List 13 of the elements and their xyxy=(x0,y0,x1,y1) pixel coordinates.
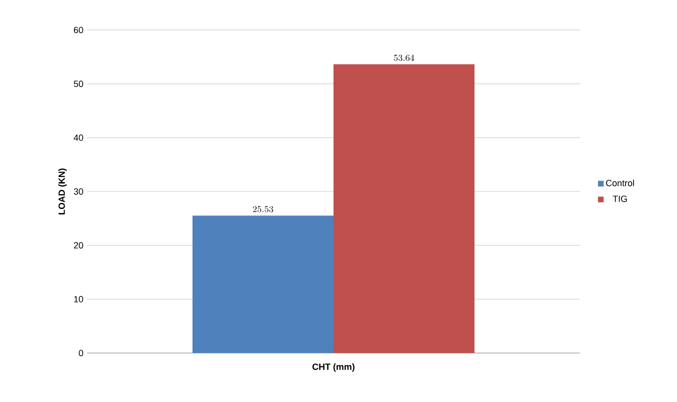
y-tick-label: 60 xyxy=(74,26,84,34)
legend-label: Control xyxy=(606,180,634,186)
y-tick-label: 50 xyxy=(74,80,84,88)
y-tick-label: 10 xyxy=(74,296,84,302)
y-tick-label: 20 xyxy=(74,242,84,249)
y-tick-label: 40 xyxy=(74,134,84,141)
legend-label: TIG xyxy=(612,196,627,202)
data-label: 25.53 xyxy=(252,206,274,212)
data-label: 53.64 xyxy=(394,54,414,61)
y-tick-label: 0 xyxy=(78,350,84,356)
x-axis-title: CHT (mm) xyxy=(312,363,354,372)
y-tick-label: 30 xyxy=(74,188,84,195)
y-axis-title: LOAD (KN) xyxy=(58,168,67,214)
